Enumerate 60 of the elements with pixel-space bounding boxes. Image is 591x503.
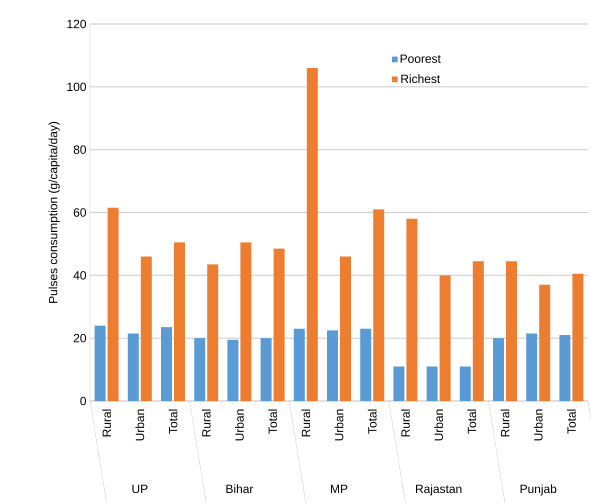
y-tick-label: 100 (67, 82, 86, 92)
y-tick-label: 40 (73, 271, 86, 280)
x-tick-label: Urban (334, 410, 344, 440)
y-axis-title: Pulses consumption (g/capita/day) (48, 122, 60, 303)
bar (294, 328, 305, 401)
text: Punjab (520, 484, 556, 496)
bar (460, 366, 471, 401)
y-tick-label: 120 (67, 20, 86, 28)
x-tick-label: Total (467, 410, 476, 434)
legend-label: Richest (401, 74, 440, 84)
bar (140, 256, 152, 401)
bar (227, 340, 238, 401)
bar (260, 338, 272, 401)
bar (360, 328, 372, 401)
bar (194, 338, 206, 401)
bar (506, 261, 518, 401)
bar (108, 208, 119, 401)
bar (493, 338, 504, 401)
x-tick-label: Rural (401, 410, 410, 436)
bar (373, 209, 384, 401)
x-tick-label: Total (168, 410, 178, 434)
x-tick-label: Urban (235, 410, 244, 440)
y-tick-label: 0 (80, 396, 86, 406)
bar (274, 248, 285, 401)
bar (393, 366, 404, 401)
bar (94, 326, 106, 401)
x-tick-label: Urban (534, 410, 543, 440)
bar (340, 256, 352, 401)
text: UP (132, 484, 148, 494)
bar (406, 218, 418, 401)
bar (306, 68, 318, 401)
x-tick-label: Urban (135, 410, 144, 440)
x-tick-label: Total (368, 410, 377, 434)
bar (539, 284, 550, 401)
bar (174, 242, 186, 401)
x-tick-label: Rural (301, 410, 310, 436)
bar (128, 333, 139, 401)
x-tick-label: Urban (434, 410, 443, 440)
x-tick-label: Total (567, 410, 576, 434)
bar (207, 264, 218, 401)
x-tick-label: Rural (202, 410, 211, 436)
x-tick-label: Total (268, 410, 277, 434)
y-tick-label: 60 (74, 208, 86, 217)
text: MP (331, 484, 348, 493)
bar (426, 366, 438, 401)
bar (161, 327, 172, 401)
legend-label: Poorest (400, 54, 441, 63)
bar (327, 330, 338, 401)
x-tick-label: Rural (500, 410, 510, 436)
bar (240, 242, 252, 401)
x-tick-label: Rural (102, 410, 111, 436)
text: Bihar (226, 484, 254, 494)
bar (440, 275, 451, 401)
bar (559, 335, 570, 401)
text: Rajastan (416, 484, 462, 496)
bar (526, 333, 538, 401)
y-tick-label: 20 (74, 334, 86, 342)
bar (472, 261, 484, 401)
y-tick-label: 80 (74, 145, 86, 154)
bar (572, 274, 584, 401)
